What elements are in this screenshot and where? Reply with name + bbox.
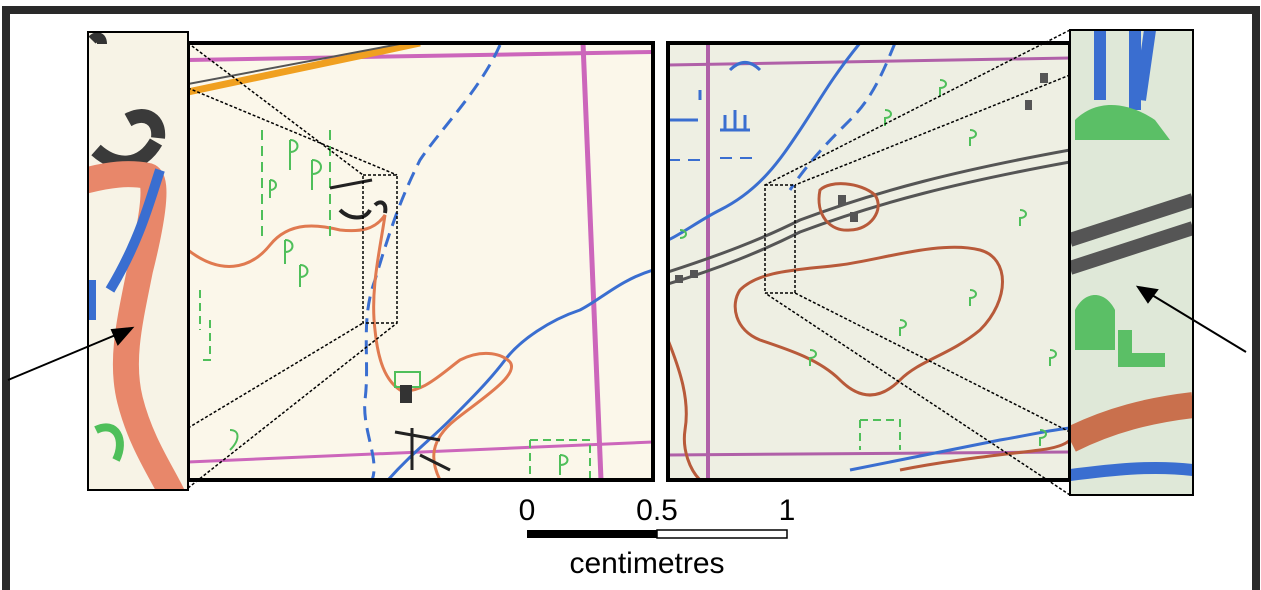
vegetation-symbols	[199, 130, 591, 480]
highway	[188, 43, 421, 96]
contour-line	[817, 182, 880, 232]
scale-bar-black-segment	[527, 530, 657, 538]
grid-line	[668, 56, 1070, 67]
map-panel-right	[666, 41, 1072, 482]
scale-bar-white-segment	[656, 529, 788, 539]
scale-tick-0: 0	[519, 494, 536, 527]
grid-line	[188, 440, 653, 464]
inset-right	[1069, 29, 1194, 496]
grid-line	[188, 50, 653, 62]
zoom-box-right	[764, 184, 796, 294]
scale-bar: 0 0.5 1 centimetres	[519, 494, 796, 580]
zoom-box-left	[362, 174, 398, 324]
grid-line	[580, 43, 604, 480]
map-panel-left	[186, 41, 655, 482]
black-symbols	[329, 178, 451, 472]
scale-tick-0.5: 0.5	[636, 494, 678, 527]
grid-line	[668, 450, 1070, 457]
zoom-connectors	[187, 29, 1071, 496]
vegetation-symbols	[679, 79, 1057, 450]
arrow-icon	[7, 326, 135, 381]
stream	[668, 43, 862, 242]
scale-unit-label: centimetres	[569, 547, 724, 580]
scale-tick-1: 1	[779, 494, 796, 527]
inset-left	[87, 31, 189, 491]
contour-line	[733, 245, 1004, 397]
contour-line	[188, 214, 514, 480]
arrow-icon	[1135, 285, 1247, 353]
dashed-stream	[788, 43, 897, 191]
